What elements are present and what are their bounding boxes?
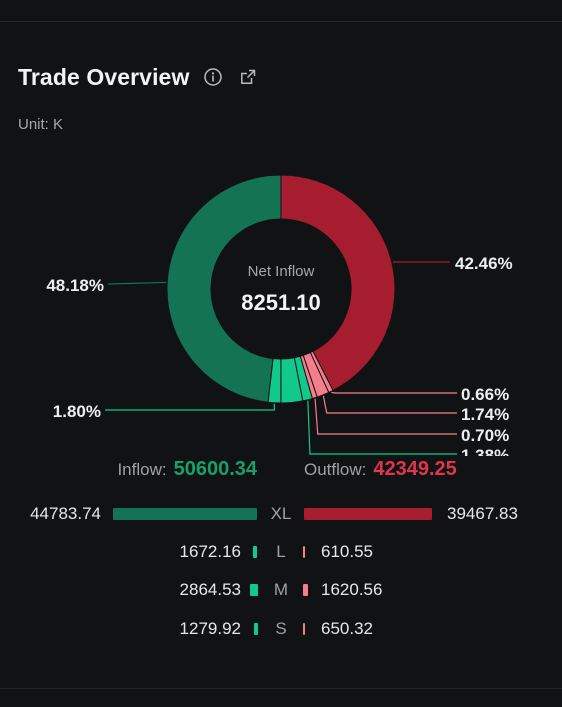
- inflow-total: 50600.34: [173, 458, 257, 480]
- outflow-total: 42349.25: [373, 458, 457, 480]
- leader-line-outflow-m: [322, 395, 457, 414]
- outflow-value-xl: 39467.83: [447, 504, 518, 523]
- inflow-bar-s: [254, 623, 258, 635]
- inflow-value-xl: 44783.74: [30, 504, 101, 523]
- top-divider: [0, 21, 562, 22]
- unit-label: Unit: K: [18, 116, 64, 133]
- inflow-bar-l: [253, 546, 257, 558]
- inflow-bar-xl: [113, 508, 257, 520]
- outflow-bar-s: [303, 623, 305, 635]
- inflow-bar-m: [250, 584, 258, 596]
- slice-percent-label-outflow-l: 0.66%: [461, 385, 509, 404]
- center-value: 8251.10: [241, 290, 321, 315]
- breakdown-row-l: 1672.16 L 610.55: [0, 539, 562, 565]
- level-label-l: L: [276, 542, 286, 561]
- outflow-bar-xl: [304, 508, 432, 520]
- leader-line-inflow-l: [105, 403, 275, 411]
- level-label-xl: XL: [270, 504, 292, 523]
- slice-percent-label-inflow-l: 1.80%: [53, 402, 101, 421]
- inflow-value-m: 2864.53: [179, 580, 241, 599]
- flow-summary: Inflow: 50600.34 Outflow: 42349.25: [0, 458, 562, 488]
- inflow-summary: Inflow: 50600.34: [117, 458, 257, 481]
- slice-percent-label-inflow-xl: 48.18%: [46, 276, 104, 295]
- outflow-bar-l: [303, 546, 305, 558]
- outflow-bar-m: [303, 584, 308, 596]
- outflow-summary: Outflow: 42349.25: [304, 458, 457, 481]
- outflow-value-l: 610.55: [321, 542, 373, 561]
- donut-slice-outflow-xl[interactable]: [280, 174, 396, 392]
- slice-percent-label-outflow-s: 0.70%: [461, 426, 509, 445]
- card-header: Trade Overview: [18, 60, 259, 94]
- inflow-value-s: 1279.92: [179, 619, 241, 638]
- outflow-label: Outflow:: [304, 460, 367, 479]
- breakdown-row-m: 2864.53 M 1620.56: [0, 577, 562, 603]
- inflow-value-l: 1672.16: [179, 542, 241, 561]
- share-icon[interactable]: [237, 66, 259, 88]
- slice-percent-label-inflow-s: 1.38%: [461, 446, 509, 456]
- level-label-s: S: [275, 619, 287, 638]
- bottom-divider: [0, 688, 562, 689]
- leader-line-outflow-s: [314, 398, 457, 435]
- info-icon[interactable]: [202, 66, 224, 88]
- breakdown-row-s: 1279.92 S 650.32: [0, 616, 562, 642]
- page-title: Trade Overview: [18, 63, 190, 90]
- slice-percent-label-outflow-xl: 42.46%: [455, 254, 513, 273]
- leader-line-outflow-l: [331, 391, 457, 394]
- slice-percent-label-outflow-m: 1.74%: [461, 405, 509, 424]
- outflow-value-m: 1620.56: [321, 580, 383, 599]
- level-label-m: M: [273, 580, 289, 599]
- outflow-value-s: 650.32: [321, 619, 373, 638]
- donut-slice-inflow-xl[interactable]: [166, 174, 282, 403]
- center-label: Net Inflow: [248, 263, 315, 280]
- breakdown-row-xl: 44783.74 XL 39467.83: [0, 501, 562, 527]
- leader-line-inflow-s: [307, 400, 457, 455]
- inflow-label: Inflow:: [117, 460, 167, 479]
- donut-chart: 42.46% 0.66%1.74% 0.70%1.38% 1.80% 48.18% Ne…: [46, 174, 513, 456]
- leader-line-inflow-xl: [107, 281, 167, 285]
